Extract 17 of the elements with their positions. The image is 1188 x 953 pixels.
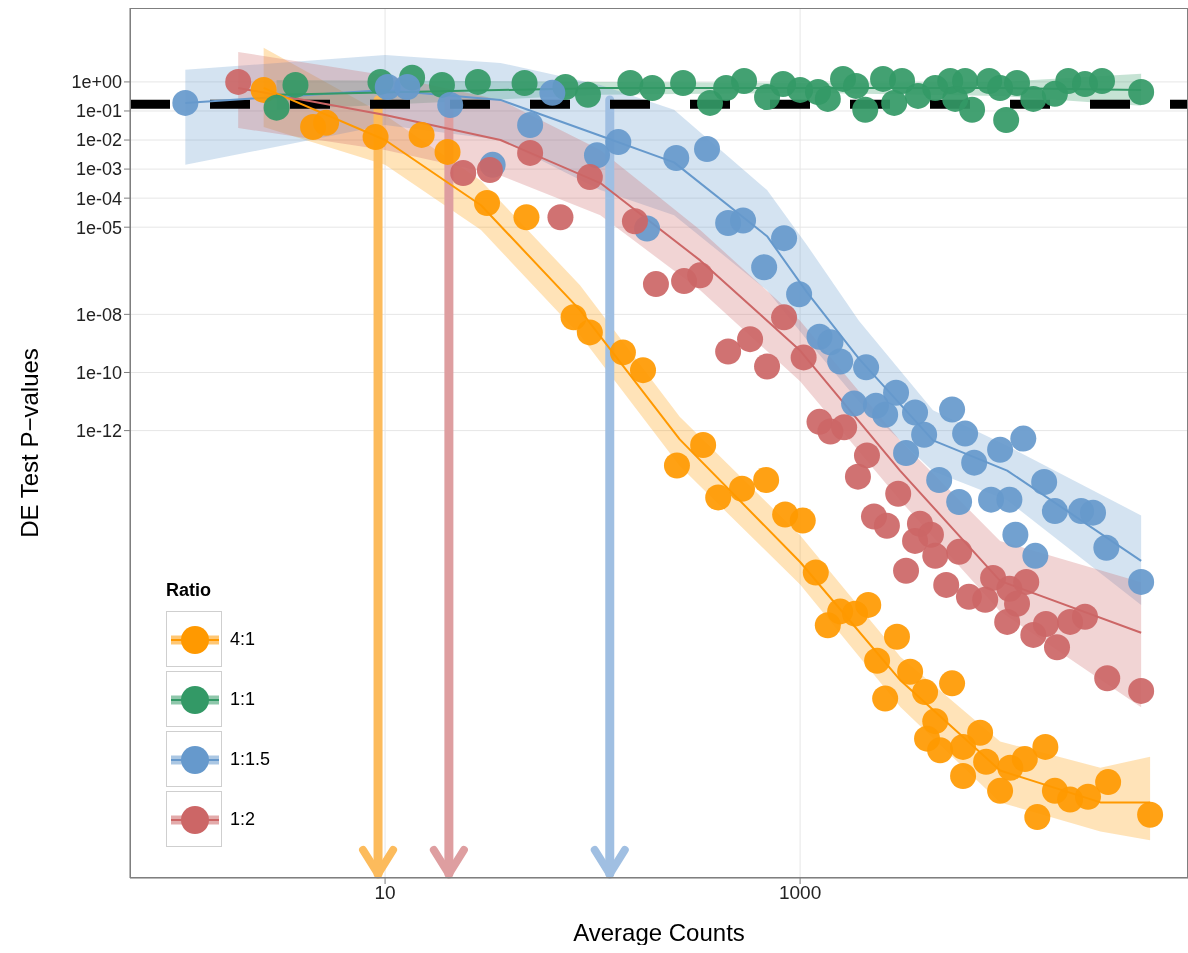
legend-label: 4:1: [230, 628, 256, 650]
y-tick-label: 1e+00: [71, 72, 122, 93]
y-tick-label: 1e-02: [75, 130, 122, 151]
y-tick-label: 1e-01: [75, 101, 122, 122]
y-tick-label: 1e-10: [75, 362, 122, 383]
legend-label: 1:1: [230, 688, 256, 710]
y-tick-label: 1e-04: [75, 188, 122, 209]
x-tick-label: 10: [374, 882, 396, 904]
y-axis-title: DE Test P−values: [16, 348, 44, 538]
legend-title: Ratio: [166, 580, 212, 601]
legend-label: 1:2: [230, 808, 256, 830]
y-tick-label: 1e-08: [75, 304, 122, 325]
y-tick-label: 1e-03: [75, 159, 122, 180]
x-tick-label: 1000: [778, 882, 822, 904]
y-tick-label: 1e-12: [75, 420, 122, 441]
y-tick-label: 1e-05: [75, 217, 122, 238]
legend-label: 1:1.5: [230, 748, 271, 770]
